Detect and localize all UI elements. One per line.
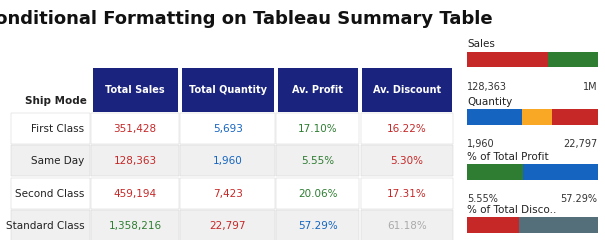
Text: 351,428: 351,428 — [114, 124, 157, 134]
Text: 17.31%: 17.31% — [387, 189, 427, 199]
Text: Ship Mode: Ship Mode — [25, 96, 87, 106]
Text: 16.22%: 16.22% — [387, 124, 427, 134]
FancyBboxPatch shape — [91, 178, 179, 209]
Text: 57.29%: 57.29% — [561, 194, 598, 204]
FancyBboxPatch shape — [548, 52, 598, 67]
FancyBboxPatch shape — [467, 109, 522, 125]
Text: 5.55%: 5.55% — [467, 194, 498, 204]
Text: Second Class: Second Class — [15, 189, 85, 199]
Text: 128,363: 128,363 — [467, 82, 507, 92]
FancyBboxPatch shape — [11, 145, 90, 176]
FancyBboxPatch shape — [11, 178, 90, 209]
FancyBboxPatch shape — [519, 217, 598, 233]
Text: 61.18%: 61.18% — [387, 221, 427, 231]
Text: 5.55%: 5.55% — [301, 156, 335, 166]
Text: 1,960: 1,960 — [467, 139, 495, 149]
FancyBboxPatch shape — [180, 113, 275, 144]
FancyBboxPatch shape — [93, 68, 178, 112]
Text: 22,797: 22,797 — [209, 221, 246, 231]
FancyBboxPatch shape — [11, 113, 90, 144]
FancyBboxPatch shape — [278, 68, 358, 112]
Text: Total Quantity: Total Quantity — [189, 85, 267, 95]
FancyBboxPatch shape — [276, 178, 359, 209]
FancyBboxPatch shape — [11, 210, 90, 240]
FancyBboxPatch shape — [552, 109, 598, 125]
Text: 1,358,216: 1,358,216 — [109, 221, 162, 231]
Text: Total Sales: Total Sales — [105, 85, 165, 95]
Text: % of Total Profit: % of Total Profit — [467, 152, 549, 162]
FancyBboxPatch shape — [276, 145, 359, 176]
FancyBboxPatch shape — [467, 217, 519, 233]
FancyBboxPatch shape — [523, 164, 598, 180]
Text: First Class: First Class — [31, 124, 85, 134]
FancyBboxPatch shape — [180, 210, 275, 240]
FancyBboxPatch shape — [180, 145, 275, 176]
FancyBboxPatch shape — [361, 145, 453, 176]
Text: Same Day: Same Day — [31, 156, 85, 166]
FancyBboxPatch shape — [91, 113, 179, 144]
Text: 1,960: 1,960 — [213, 156, 243, 166]
Text: Av. Discount: Av. Discount — [373, 85, 441, 95]
FancyBboxPatch shape — [91, 145, 179, 176]
Text: 22,797: 22,797 — [563, 139, 598, 149]
FancyBboxPatch shape — [180, 178, 275, 209]
Text: 5,693: 5,693 — [213, 124, 243, 134]
FancyBboxPatch shape — [467, 52, 548, 67]
Text: 459,194: 459,194 — [114, 189, 157, 199]
Text: 7,423: 7,423 — [213, 189, 243, 199]
FancyBboxPatch shape — [467, 164, 523, 180]
Text: 20.06%: 20.06% — [298, 189, 338, 199]
Text: Conditional Formatting on Tableau Summary Table: Conditional Formatting on Tableau Summar… — [0, 10, 493, 28]
Text: 57.29%: 57.29% — [298, 221, 338, 231]
Text: 128,363: 128,363 — [114, 156, 157, 166]
Text: Av. Profit: Av. Profit — [292, 85, 344, 95]
Text: Standard Class: Standard Class — [6, 221, 85, 231]
FancyBboxPatch shape — [361, 178, 453, 209]
FancyBboxPatch shape — [276, 113, 359, 144]
Text: 17.10%: 17.10% — [298, 124, 338, 134]
FancyBboxPatch shape — [361, 210, 453, 240]
FancyBboxPatch shape — [276, 210, 359, 240]
Text: 1M: 1M — [583, 82, 598, 92]
Text: % of Total Disco..: % of Total Disco.. — [467, 205, 557, 215]
FancyBboxPatch shape — [361, 113, 453, 144]
Text: 5.30%: 5.30% — [390, 156, 424, 166]
FancyBboxPatch shape — [362, 68, 452, 112]
FancyBboxPatch shape — [522, 109, 552, 125]
FancyBboxPatch shape — [182, 68, 273, 112]
Text: Sales: Sales — [467, 39, 495, 49]
Text: Quantity: Quantity — [467, 97, 512, 107]
FancyBboxPatch shape — [91, 210, 179, 240]
